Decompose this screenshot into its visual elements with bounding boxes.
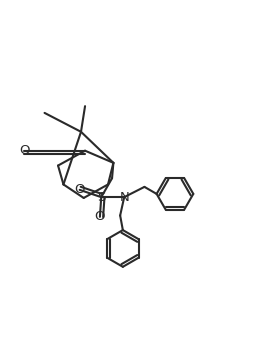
Text: O: O — [95, 210, 105, 223]
Text: O: O — [19, 144, 29, 157]
Text: S: S — [97, 191, 106, 204]
Text: O: O — [75, 183, 85, 196]
Text: N: N — [119, 191, 129, 204]
